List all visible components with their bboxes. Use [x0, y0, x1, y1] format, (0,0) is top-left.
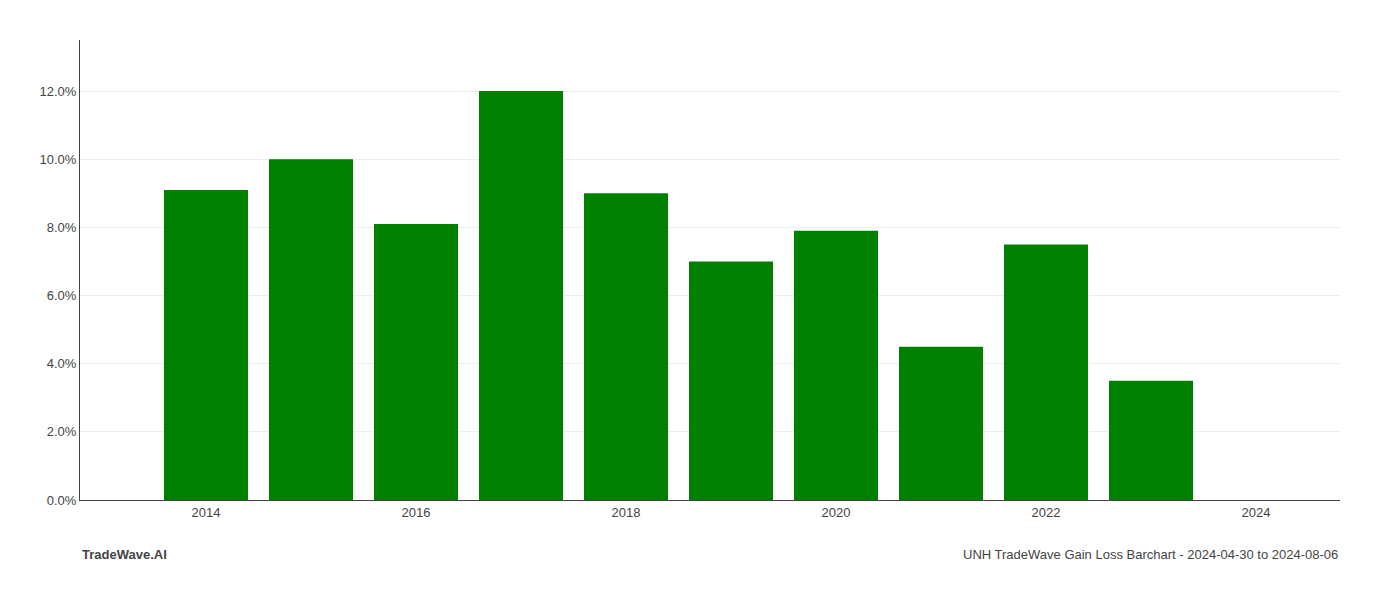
- svg-text:2018: 2018: [612, 505, 641, 520]
- svg-text:6.0%: 6.0%: [47, 288, 77, 303]
- svg-text:UNH TradeWave Gain Loss Barcha: UNH TradeWave Gain Loss Barchart - 2024-…: [963, 547, 1338, 562]
- svg-text:2016: 2016: [402, 505, 431, 520]
- svg-text:8.0%: 8.0%: [47, 220, 77, 235]
- svg-text:2020: 2020: [822, 505, 851, 520]
- svg-text:TradeWave.AI: TradeWave.AI: [82, 547, 167, 562]
- svg-text:2024: 2024: [1242, 505, 1271, 520]
- svg-text:2014: 2014: [192, 505, 221, 520]
- svg-text:2.0%: 2.0%: [47, 424, 77, 439]
- svg-text:2022: 2022: [1032, 505, 1061, 520]
- svg-text:4.0%: 4.0%: [47, 356, 77, 371]
- svg-text:0.0%: 0.0%: [47, 493, 77, 508]
- svg-text:10.0%: 10.0%: [40, 152, 77, 167]
- svg-text:12.0%: 12.0%: [40, 84, 77, 99]
